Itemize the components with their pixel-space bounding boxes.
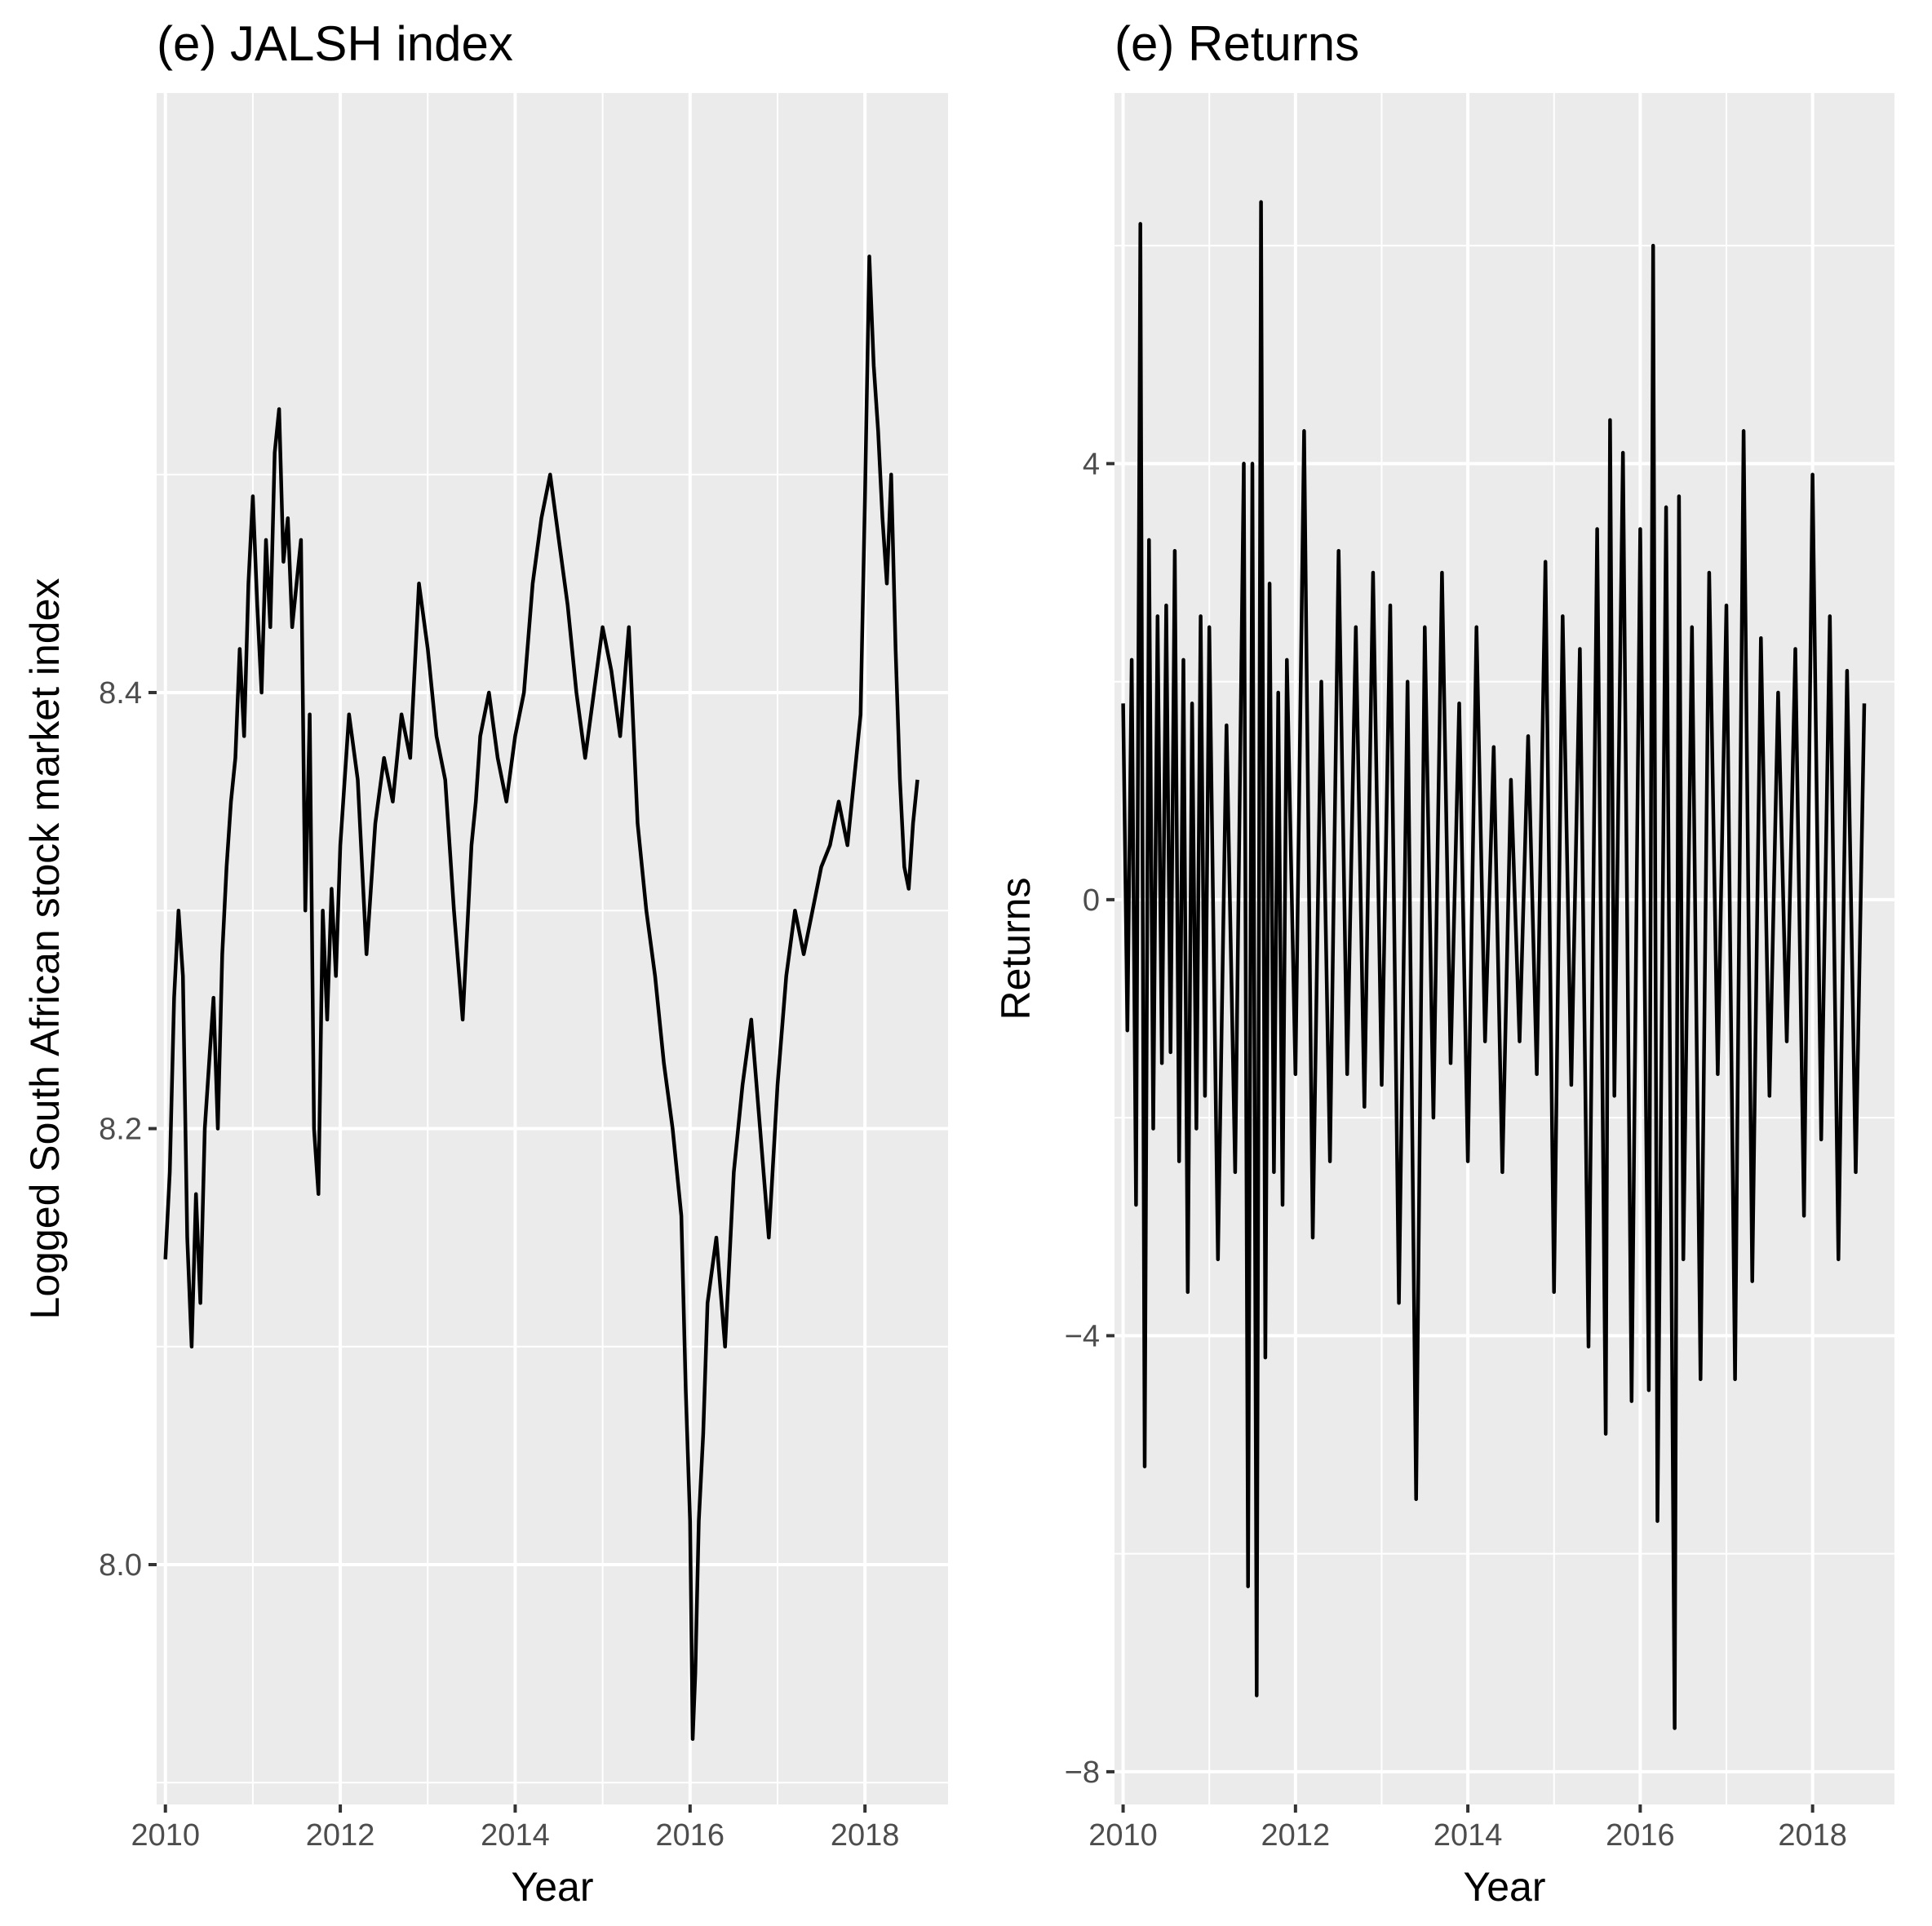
- chart-title: (e) Returns: [1114, 16, 1359, 71]
- series-line: [1121, 200, 1867, 1730]
- axis-ticks: 2010 2012 2014 2016 2018 −8 −4 0 4: [1065, 447, 1847, 1853]
- jalsh-index-chart: (e) JALSH index 2010 2012 2014 2016 2018 8.0 8…: [22, 16, 948, 1910]
- x-tick-label: 2014: [1433, 1818, 1503, 1853]
- y-axis-title: Returns: [993, 877, 1039, 1020]
- x-tick-label: 2016: [1606, 1818, 1675, 1853]
- series-layer: [1121, 200, 1867, 1730]
- x-tick-label: 2014: [481, 1818, 550, 1853]
- y-tick-label: 8.2: [99, 1112, 142, 1146]
- x-tick-label: 2010: [1088, 1818, 1158, 1853]
- x-tick-label: 2010: [131, 1818, 200, 1853]
- chart-title: (e) JALSH index: [157, 16, 513, 71]
- plot-panel: [157, 93, 948, 1804]
- returns-chart: (e) Returns 2010 2012 2014 2016 2018 −8 −4 0 4 Y…: [993, 16, 1894, 1910]
- series-layer: [163, 255, 919, 1742]
- axis-ticks: 2010 2012 2014 2016 2018 8.0 8.2 8.4: [99, 676, 899, 1853]
- y-tick-label: 8.0: [99, 1548, 142, 1583]
- x-tick-label: 2012: [1261, 1818, 1331, 1853]
- x-tick-label: 2018: [1778, 1818, 1847, 1853]
- y-tick-label: 4: [1083, 447, 1100, 481]
- x-tick-label: 2018: [831, 1818, 900, 1853]
- y-tick-label: −4: [1065, 1319, 1100, 1353]
- gridlines: [157, 93, 948, 1804]
- y-axis-title: Logged South African stock market index: [22, 578, 68, 1320]
- series-line: [163, 255, 919, 1742]
- x-tick-label: 2016: [656, 1818, 725, 1853]
- x-tick-label: 2012: [306, 1818, 375, 1853]
- y-tick-label: −8: [1065, 1756, 1100, 1790]
- y-tick-label: 0: [1083, 883, 1100, 918]
- y-tick-label: 8.4: [99, 676, 142, 711]
- x-axis-title: Year: [1463, 1864, 1545, 1910]
- x-axis-title: Year: [511, 1864, 593, 1910]
